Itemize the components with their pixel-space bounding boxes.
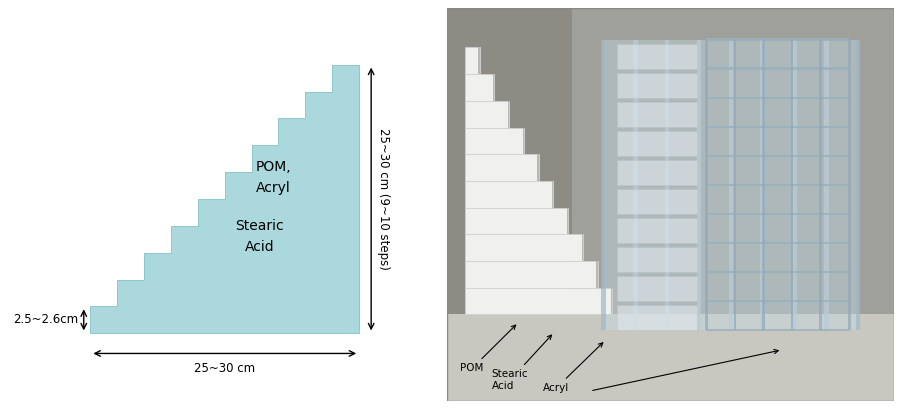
Bar	[465, 288, 612, 315]
Bar	[616, 306, 696, 330]
Bar	[616, 73, 696, 98]
Bar	[507, 101, 509, 128]
Bar	[566, 208, 567, 234]
Bar	[603, 40, 857, 330]
Bar	[705, 155, 849, 157]
Bar	[847, 40, 850, 330]
Bar	[611, 288, 612, 315]
Bar	[465, 128, 523, 154]
Bar	[465, 261, 597, 288]
Bar	[616, 131, 696, 156]
Text: POM: POM	[460, 325, 515, 373]
Bar	[818, 40, 821, 330]
Bar	[705, 67, 849, 70]
Text: Acryl: Acryl	[542, 343, 603, 393]
Polygon shape	[446, 8, 572, 315]
Bar	[581, 234, 582, 261]
Polygon shape	[90, 65, 359, 333]
Bar	[705, 38, 849, 41]
Text: Stearic
Acid: Stearic Acid	[235, 219, 284, 254]
Bar	[465, 101, 509, 128]
Text: POM,
Acryl: POM, Acryl	[255, 160, 290, 195]
Bar	[595, 261, 597, 288]
Bar	[616, 102, 696, 127]
Polygon shape	[446, 315, 893, 401]
Bar	[704, 40, 707, 330]
Bar	[759, 40, 764, 330]
Bar	[616, 276, 696, 301]
Bar	[705, 97, 849, 99]
Bar	[616, 218, 696, 243]
Bar	[465, 234, 582, 261]
Bar	[705, 329, 849, 331]
Bar	[465, 208, 567, 234]
Bar	[465, 181, 553, 208]
Bar	[791, 40, 796, 330]
Bar	[855, 40, 860, 330]
Bar	[616, 160, 696, 185]
Bar	[728, 40, 732, 330]
Bar	[705, 213, 849, 215]
Bar	[551, 181, 553, 208]
Bar	[824, 40, 828, 330]
Bar	[465, 74, 493, 101]
Bar	[761, 40, 764, 330]
Bar	[705, 271, 849, 273]
Bar	[478, 47, 479, 74]
Bar	[616, 247, 696, 272]
Text: 25~30 cm (9~10 steps): 25~30 cm (9~10 steps)	[376, 128, 389, 270]
Bar	[601, 40, 605, 330]
Bar	[616, 189, 696, 214]
Bar	[465, 47, 479, 74]
Text: Stearic
Acid: Stearic Acid	[492, 335, 551, 391]
Bar	[705, 242, 849, 244]
Bar	[465, 154, 538, 181]
Polygon shape	[572, 8, 893, 315]
Bar	[696, 40, 701, 330]
Bar	[664, 40, 668, 330]
Bar	[790, 40, 793, 330]
Bar	[492, 74, 493, 101]
Bar	[632, 40, 637, 330]
Bar	[705, 126, 849, 128]
Bar	[522, 128, 523, 154]
Bar	[732, 40, 735, 330]
Bar	[705, 300, 849, 302]
Bar	[705, 184, 849, 186]
Text: 2.5~2.6cm: 2.5~2.6cm	[14, 313, 78, 326]
Text: 25~30 cm: 25~30 cm	[194, 362, 255, 375]
Bar	[616, 44, 696, 69]
Bar	[537, 154, 538, 181]
